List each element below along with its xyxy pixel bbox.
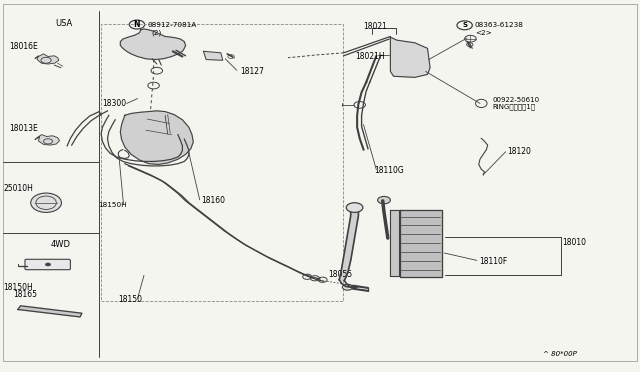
Bar <box>101 24 343 301</box>
Circle shape <box>346 203 363 212</box>
Polygon shape <box>35 135 60 145</box>
Polygon shape <box>18 306 82 317</box>
Polygon shape <box>35 54 59 64</box>
Text: 18165: 18165 <box>13 290 36 299</box>
Text: 18016E: 18016E <box>10 42 38 51</box>
Circle shape <box>351 205 358 210</box>
Circle shape <box>130 38 139 43</box>
Text: 18021: 18021 <box>364 22 387 31</box>
Text: 00922-50610: 00922-50610 <box>493 97 540 103</box>
Text: 18013E: 18013E <box>10 124 38 133</box>
Polygon shape <box>390 37 430 77</box>
Text: 08912-7081A: 08912-7081A <box>147 22 196 28</box>
Circle shape <box>165 43 174 48</box>
Text: 18300: 18300 <box>102 99 127 108</box>
Text: (2): (2) <box>151 29 161 36</box>
Polygon shape <box>120 111 193 164</box>
Polygon shape <box>120 29 186 60</box>
Text: 18160: 18160 <box>202 196 226 205</box>
Text: <2>: <2> <box>475 30 492 36</box>
Circle shape <box>378 196 390 204</box>
Text: 18110G: 18110G <box>374 166 404 175</box>
Text: RINGリング（1）: RINGリング（1） <box>493 103 536 110</box>
Circle shape <box>45 263 51 266</box>
Polygon shape <box>390 210 399 276</box>
Text: 18150H: 18150H <box>3 283 33 292</box>
Ellipse shape <box>31 193 61 212</box>
Text: 18021H: 18021H <box>355 52 385 61</box>
Text: S: S <box>462 22 467 28</box>
Text: 25010H: 25010H <box>3 185 33 193</box>
Text: 4WD: 4WD <box>51 240 71 249</box>
Text: 18150: 18150 <box>118 295 143 304</box>
Text: USA: USA <box>56 19 72 28</box>
FancyBboxPatch shape <box>25 259 70 270</box>
Text: 18010: 18010 <box>562 238 586 247</box>
Text: 18055: 18055 <box>328 270 353 279</box>
Text: 08363-61238: 08363-61238 <box>475 22 524 28</box>
Text: N: N <box>134 20 140 29</box>
Text: 18150H: 18150H <box>98 202 127 208</box>
Text: ^ 80*00P: ^ 80*00P <box>543 351 577 357</box>
Circle shape <box>342 284 353 290</box>
Text: 18110F: 18110F <box>479 257 507 266</box>
Polygon shape <box>339 208 358 280</box>
Text: 18120: 18120 <box>507 147 531 156</box>
Circle shape <box>156 52 164 56</box>
Text: 18127: 18127 <box>240 67 264 76</box>
Polygon shape <box>400 210 442 277</box>
Polygon shape <box>204 51 223 60</box>
